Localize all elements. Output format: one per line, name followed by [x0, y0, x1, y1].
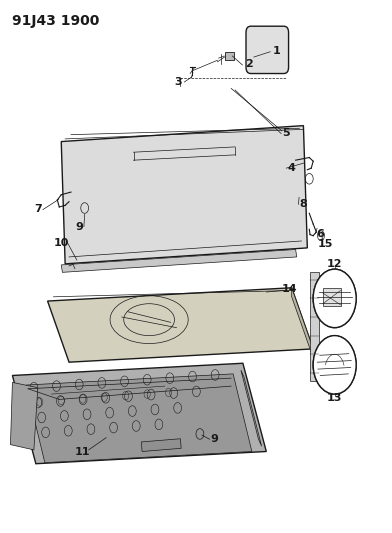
Text: 12: 12 [327, 259, 343, 269]
Polygon shape [310, 272, 319, 381]
Polygon shape [323, 288, 341, 306]
Text: 9: 9 [75, 222, 83, 232]
Text: 9: 9 [211, 434, 219, 445]
Text: 13: 13 [327, 393, 342, 403]
Polygon shape [11, 382, 38, 450]
FancyBboxPatch shape [246, 26, 289, 74]
Text: 8: 8 [299, 199, 307, 209]
Circle shape [313, 336, 356, 394]
Text: 6: 6 [316, 229, 324, 239]
Text: 7: 7 [34, 204, 42, 214]
Text: 1: 1 [272, 46, 280, 56]
Polygon shape [26, 374, 252, 463]
Circle shape [313, 269, 356, 328]
Text: 4: 4 [288, 163, 296, 173]
Polygon shape [61, 126, 307, 264]
Polygon shape [141, 439, 181, 451]
Polygon shape [47, 288, 313, 362]
Polygon shape [292, 288, 313, 358]
Text: 5: 5 [282, 127, 290, 138]
Text: 3: 3 [174, 77, 182, 87]
Text: 11: 11 [75, 447, 91, 456]
Bar [225, 52, 234, 60]
Text: 91J43 1900: 91J43 1900 [13, 14, 100, 28]
Text: 10: 10 [54, 238, 69, 247]
Polygon shape [13, 364, 266, 464]
Polygon shape [61, 249, 297, 272]
Text: 2: 2 [245, 60, 252, 69]
Text: 15: 15 [317, 239, 332, 248]
Text: 14: 14 [282, 284, 298, 294]
Polygon shape [241, 370, 261, 446]
